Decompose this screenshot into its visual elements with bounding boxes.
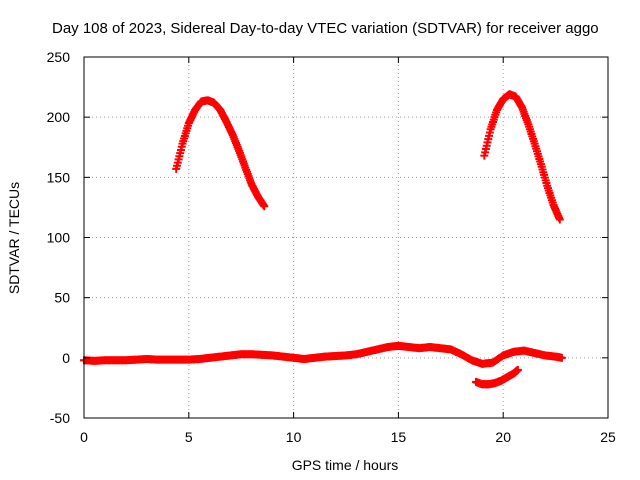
series-arc-low bbox=[80, 341, 566, 368]
series-arc-high-2 bbox=[480, 90, 564, 224]
series-arc-high-1 bbox=[172, 96, 269, 211]
y-tick-label: 50 bbox=[54, 290, 70, 306]
y-tick-label: 100 bbox=[47, 230, 71, 246]
axis-ticks: 0 5 10 15 20 25 -50 0 50 100 150 200 250 bbox=[47, 49, 616, 445]
chart-title: Day 108 of 2023, Sidereal Day-to-day VTE… bbox=[52, 20, 599, 37]
x-tick-label: 20 bbox=[495, 429, 511, 445]
series-arc-dip bbox=[471, 365, 522, 389]
x-tick-label: 0 bbox=[80, 429, 88, 445]
data-point bbox=[260, 202, 269, 211]
x-tick-label: 15 bbox=[391, 429, 407, 445]
y-tick-label: 0 bbox=[62, 350, 70, 366]
y-axis-title: SDTVAR / TECUs bbox=[6, 182, 22, 294]
y-tick-label: 200 bbox=[47, 109, 71, 125]
grid bbox=[84, 57, 608, 418]
x-tick-label: 10 bbox=[286, 429, 302, 445]
data-point bbox=[555, 215, 564, 224]
x-tick-label: 5 bbox=[185, 429, 193, 445]
data-point bbox=[513, 365, 522, 374]
y-tick-label: 150 bbox=[47, 169, 71, 185]
data-point bbox=[557, 353, 566, 362]
x-tick-label: 25 bbox=[600, 429, 616, 445]
x-axis-title: GPS time / hours bbox=[292, 457, 399, 473]
data-points bbox=[80, 90, 566, 389]
y-tick-label: 250 bbox=[47, 49, 71, 65]
y-tick-label: -50 bbox=[50, 410, 70, 426]
